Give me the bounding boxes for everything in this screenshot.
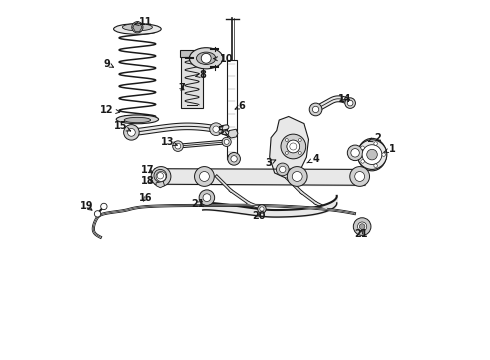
- Circle shape: [199, 171, 209, 181]
- Circle shape: [132, 22, 143, 33]
- Ellipse shape: [116, 115, 159, 124]
- Circle shape: [357, 140, 387, 170]
- Circle shape: [351, 149, 359, 157]
- Circle shape: [298, 139, 301, 141]
- Circle shape: [298, 152, 301, 154]
- Circle shape: [382, 153, 386, 156]
- Circle shape: [347, 145, 363, 161]
- Circle shape: [201, 53, 211, 63]
- Ellipse shape: [358, 138, 387, 171]
- Circle shape: [347, 100, 353, 106]
- Circle shape: [292, 171, 302, 181]
- Circle shape: [361, 160, 365, 163]
- Text: 10: 10: [214, 54, 233, 64]
- Polygon shape: [156, 181, 165, 188]
- Circle shape: [355, 171, 365, 181]
- Text: 19: 19: [80, 202, 94, 211]
- Circle shape: [127, 129, 135, 136]
- Circle shape: [313, 106, 318, 113]
- Circle shape: [290, 143, 297, 150]
- Circle shape: [210, 123, 222, 136]
- Text: 9: 9: [103, 59, 114, 68]
- Ellipse shape: [122, 24, 152, 31]
- Circle shape: [175, 143, 181, 149]
- Circle shape: [287, 140, 300, 153]
- Text: 14: 14: [338, 94, 351, 104]
- Circle shape: [374, 164, 377, 167]
- Text: 8: 8: [196, 70, 206, 80]
- Text: 17: 17: [141, 165, 155, 175]
- Circle shape: [203, 194, 211, 202]
- Circle shape: [345, 98, 355, 108]
- Circle shape: [258, 205, 266, 213]
- Text: 4: 4: [307, 154, 319, 164]
- Circle shape: [362, 145, 382, 165]
- Circle shape: [260, 207, 264, 211]
- Circle shape: [231, 156, 237, 162]
- Bar: [180, 50, 204, 57]
- Circle shape: [287, 140, 300, 153]
- Circle shape: [222, 137, 231, 147]
- Circle shape: [374, 142, 377, 145]
- Text: 11: 11: [135, 17, 152, 27]
- Circle shape: [358, 222, 367, 231]
- Circle shape: [367, 149, 377, 160]
- Text: 18: 18: [141, 176, 155, 186]
- Circle shape: [195, 167, 214, 186]
- Circle shape: [172, 141, 183, 152]
- Circle shape: [286, 139, 288, 141]
- Circle shape: [154, 170, 167, 182]
- Bar: [181, 57, 203, 108]
- Polygon shape: [270, 117, 309, 178]
- Circle shape: [101, 203, 107, 210]
- Text: 21: 21: [192, 199, 205, 209]
- Ellipse shape: [114, 24, 161, 34]
- Circle shape: [287, 167, 307, 186]
- Text: 20: 20: [252, 211, 266, 221]
- Text: 1: 1: [384, 144, 396, 154]
- Circle shape: [199, 190, 215, 206]
- Ellipse shape: [124, 117, 150, 123]
- Text: 6: 6: [235, 101, 245, 111]
- Circle shape: [156, 171, 166, 181]
- Circle shape: [281, 134, 306, 159]
- Text: 21: 21: [354, 229, 368, 239]
- Circle shape: [224, 139, 229, 144]
- Text: 5: 5: [218, 126, 227, 136]
- Circle shape: [123, 125, 139, 140]
- Circle shape: [157, 172, 164, 179]
- Ellipse shape: [196, 52, 216, 64]
- Polygon shape: [228, 129, 238, 138]
- Circle shape: [280, 166, 286, 172]
- Circle shape: [361, 146, 365, 149]
- Bar: [227, 60, 237, 159]
- Circle shape: [359, 224, 365, 229]
- Text: 16: 16: [139, 193, 152, 203]
- Circle shape: [228, 153, 241, 165]
- Text: 13: 13: [161, 137, 177, 147]
- Circle shape: [276, 163, 289, 176]
- Text: 2: 2: [368, 133, 381, 143]
- Circle shape: [350, 167, 369, 186]
- Circle shape: [353, 218, 371, 235]
- Text: 12: 12: [100, 105, 120, 115]
- Text: 7: 7: [178, 82, 185, 93]
- Circle shape: [151, 167, 171, 186]
- Circle shape: [95, 211, 101, 217]
- Circle shape: [286, 152, 288, 154]
- Circle shape: [213, 126, 219, 132]
- Circle shape: [309, 103, 322, 116]
- Ellipse shape: [190, 48, 223, 69]
- Text: 15: 15: [114, 121, 131, 131]
- Text: 3: 3: [266, 158, 276, 168]
